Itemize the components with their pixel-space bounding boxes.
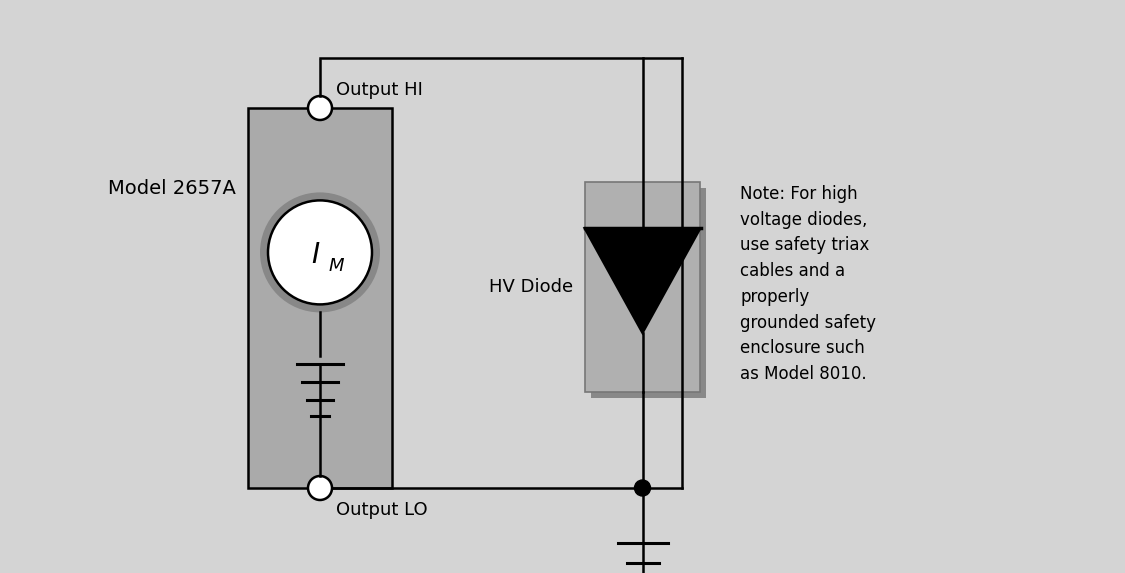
FancyBboxPatch shape [585,182,700,392]
Text: I: I [310,241,319,269]
FancyBboxPatch shape [591,188,706,398]
Circle shape [308,476,332,500]
Text: Output LO: Output LO [336,501,428,519]
FancyBboxPatch shape [248,108,392,488]
Text: HV Diode: HV Diode [489,278,573,296]
Polygon shape [585,228,701,333]
Text: M: M [328,257,344,276]
Circle shape [634,480,650,496]
Circle shape [268,201,372,304]
Text: Model 2657A: Model 2657A [108,179,236,198]
Text: Output HI: Output HI [336,81,423,99]
Circle shape [308,96,332,120]
Circle shape [260,193,380,312]
Text: Note: For high
voltage diodes,
use safety triax
cables and a
properly
grounded s: Note: For high voltage diodes, use safet… [740,185,876,383]
